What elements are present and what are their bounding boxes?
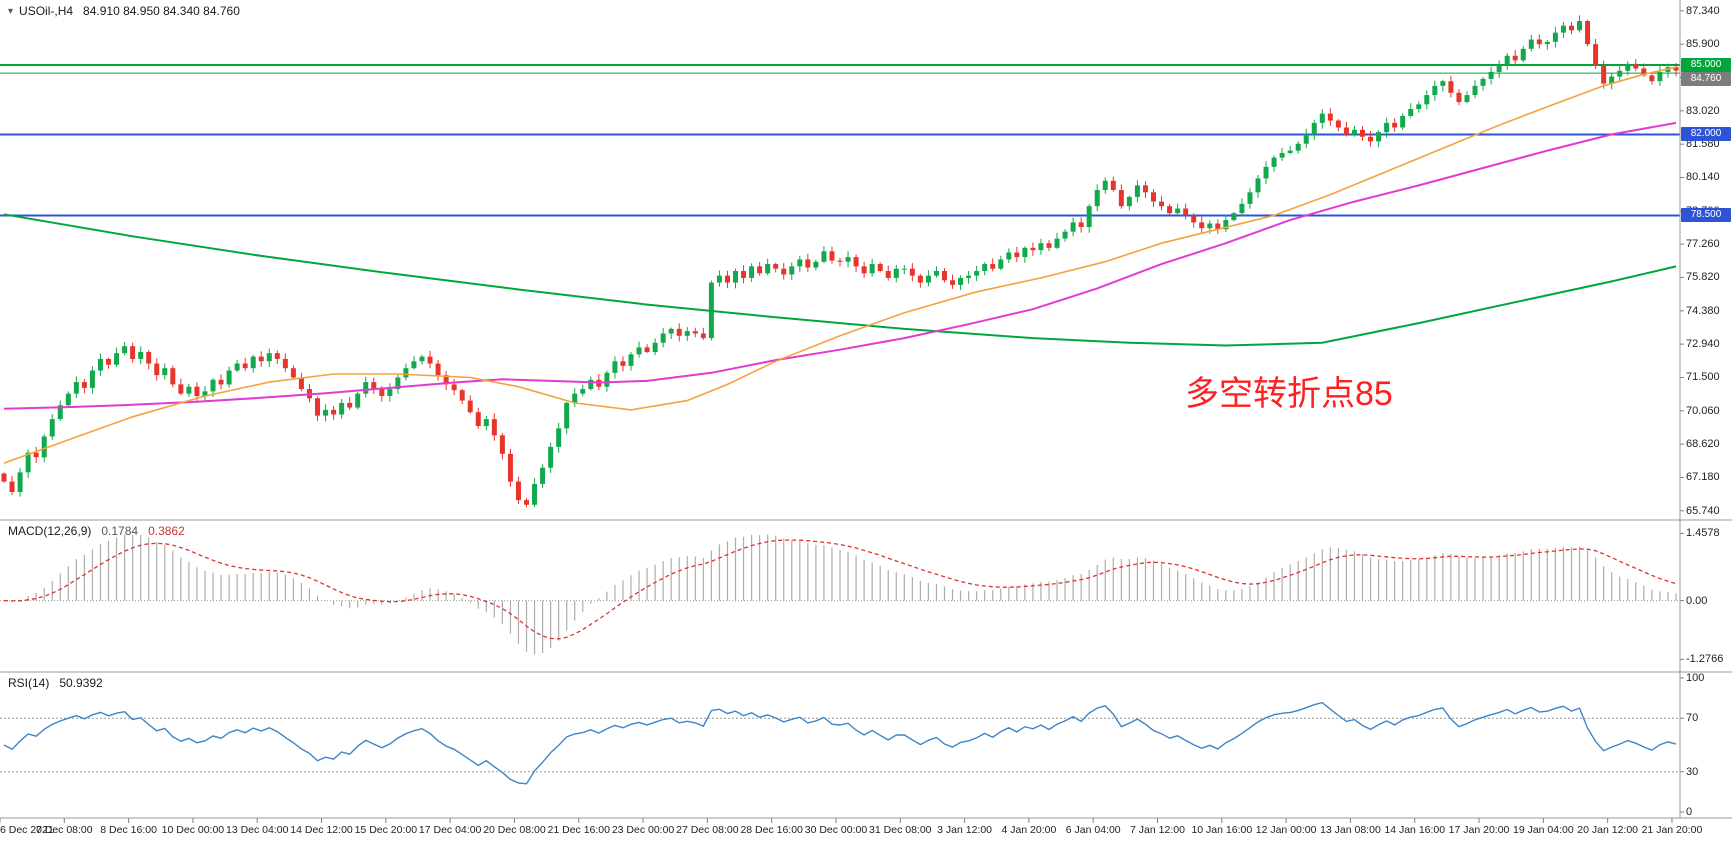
time-axis-label: 15 Dec 20:00 [354, 824, 418, 836]
macd-header: MACD(12,26,9) 0.1784 0.3862 [8, 524, 185, 538]
rsi-header: RSI(14) 50.9392 [8, 676, 103, 690]
macd-panel [0, 534, 1680, 655]
rsi-axis-label: 0 [1686, 806, 1693, 818]
chart-header: ▾ USOil-,H4 84.910 84.950 84.340 84.760 [8, 4, 240, 18]
price-axis-label: 71.500 [1686, 371, 1720, 384]
time-axis-label: 7 Jan 12:00 [1130, 824, 1185, 836]
time-axis-label: 17 Dec 04:00 [418, 824, 482, 836]
price-axis-label: 81.580 [1686, 138, 1720, 151]
price-tag: 78.500 [1681, 208, 1731, 223]
main-panel [0, 15, 1680, 508]
macd-axis-label: 0.00 [1686, 594, 1708, 607]
time-axis-label: 10 Jan 16:00 [1191, 824, 1253, 836]
rsi-axis-label: 100 [1686, 672, 1705, 684]
time-axis-label: 12 Jan 00:00 [1255, 824, 1317, 836]
macd-axis-label: -1.2766 [1686, 653, 1724, 666]
price-axis-label: 68.620 [1686, 438, 1720, 451]
rsi-panel [0, 701, 1680, 785]
price-axis-label: 80.140 [1686, 171, 1720, 184]
time-axis-label: 27 Dec 08:00 [676, 824, 739, 836]
time-axis-label: 20 Dec 08:00 [483, 824, 546, 836]
time-axis-label: 14 Jan 16:00 [1384, 824, 1446, 836]
macd-axis-label: 1.4578 [1686, 527, 1720, 540]
rsi-axis-label: 30 [1686, 765, 1699, 778]
time-axis-label: 3 Jan 12:00 [937, 824, 993, 836]
price-axis-label: 83.020 [1686, 104, 1720, 117]
price-axis-label: 74.380 [1686, 304, 1720, 317]
price-axis-label: 65.740 [1686, 504, 1720, 517]
time-axis-label: 7 Dec 08:00 [35, 824, 93, 836]
time-axis-label: 21 Dec 16:00 [547, 824, 610, 836]
rsi-axis-label: 70 [1686, 712, 1699, 725]
time-axis-label: 31 Dec 08:00 [869, 824, 932, 836]
fast-ma-orange-line [3, 66, 1677, 464]
price-tag: 82.000 [1681, 127, 1731, 142]
price-axis-label: 85.900 [1686, 38, 1720, 51]
long-ma-green-line [3, 213, 1677, 347]
time-axis-label: 23 Dec 00:00 [611, 824, 675, 836]
chart-annotation-text[interactable]: 多空转折点85 [1185, 375, 1393, 413]
macd-signal-line [3, 539, 1677, 640]
macd-label: MACD(12,26,9) [8, 524, 92, 538]
time-axis-label: 13 Dec 04:00 [225, 824, 289, 836]
time-axis-label: 4 Jan 20:00 [1001, 824, 1057, 836]
time-axis-label: 21 Jan 20:00 [1641, 824, 1703, 836]
time-axis-label: 8 Dec 16:00 [100, 824, 157, 836]
macd-signal-value: 0.3862 [148, 524, 185, 538]
time-axis-label: 10 Dec 00:00 [161, 824, 225, 836]
time-axis-label: 14 Dec 12:00 [290, 824, 353, 836]
price-axis-label: 67.180 [1686, 471, 1720, 484]
macd-histogram [11, 534, 1677, 655]
price-axis-label: 77.260 [1686, 238, 1720, 251]
time-axis-label: 30 Dec 00:00 [804, 824, 868, 836]
time-axis-label: 17 Jan 20:00 [1448, 824, 1510, 836]
price-axis-label: 75.820 [1686, 271, 1720, 284]
mid-ma-magenta-line [3, 121, 1677, 410]
price-axis-label: 87.340 [1686, 4, 1720, 17]
time-axis-label: 20 Jan 12:00 [1577, 824, 1638, 836]
rsi-value: 50.9392 [59, 676, 103, 690]
time-axis-label: 13 Jan 08:00 [1320, 824, 1381, 836]
price-axis-label: 72.940 [1686, 338, 1720, 351]
rsi-label: RSI(14) [8, 676, 50, 690]
price-axis-label: 70.060 [1686, 404, 1720, 417]
symbol-title: USOil-,H4 [19, 4, 74, 18]
macd-main-value: 0.1784 [101, 524, 139, 538]
chart-collapse-icon[interactable]: ▾ [8, 5, 14, 17]
price-tag: 85.000 [1681, 58, 1731, 73]
rsi-line [3, 701, 1677, 785]
time-axis-label: 28 Dec 16:00 [740, 824, 803, 836]
candle-series[interactable] [1, 15, 1679, 508]
price-tag: 84.760 [1681, 72, 1731, 87]
time-axis-label: 6 Jan 04:00 [1065, 824, 1121, 836]
time-axis-label: 6 Dec 2021 [0, 824, 54, 836]
ohlc-values: 84.910 84.950 84.340 84.760 [83, 4, 240, 18]
time-axis-label: 19 Jan 04:00 [1512, 824, 1574, 836]
